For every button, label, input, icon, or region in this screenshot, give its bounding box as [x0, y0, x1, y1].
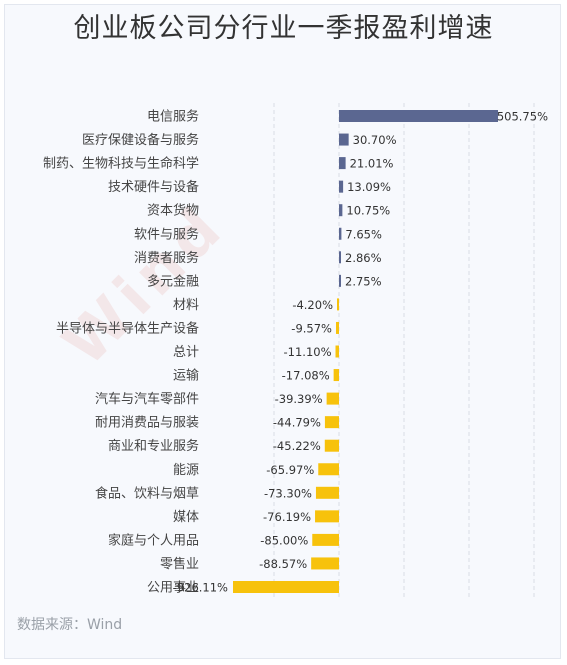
bar: [312, 533, 339, 546]
category-label: 家庭与个人用品: [108, 532, 199, 548]
bar: [326, 392, 339, 405]
bar: [333, 369, 339, 382]
category-label: 运输: [173, 368, 199, 384]
category-label: 多元金融: [147, 273, 199, 289]
category-label: 媒体: [173, 510, 199, 525]
value-label: -44.79%: [273, 416, 321, 430]
category-label: 软件与服务: [134, 226, 199, 242]
category-label: 零售业: [160, 556, 199, 572]
bar: [339, 133, 349, 146]
value-label: -45.22%: [273, 439, 321, 453]
value-label: 7.65%: [345, 227, 382, 241]
value-label: 21.01%: [350, 157, 394, 171]
category-label: 半导体与半导体生产设备: [56, 320, 199, 336]
bar: [337, 298, 339, 311]
bar: [324, 416, 339, 429]
category-label: 技术硬件与设备: [108, 179, 199, 195]
value-label: -39.39%: [275, 392, 323, 406]
value-label: -88.57%: [259, 557, 307, 571]
value-label: -4.20%: [292, 298, 333, 312]
value-label: 2.75%: [345, 274, 382, 288]
bar: [335, 345, 339, 358]
category-label: 电信服务: [147, 109, 199, 125]
bar: [311, 557, 339, 570]
category-label: 消费者服务: [134, 250, 199, 266]
category-label: 公用事业: [147, 581, 199, 596]
category-label: 耐用消费品与服装: [95, 416, 199, 431]
category-label: 汽车与汽车零部件: [95, 391, 199, 407]
source-note: 数据来源：Wind: [17, 617, 123, 633]
bar: [339, 227, 342, 240]
value-label: -11.10%: [284, 345, 332, 359]
category-label: 材料: [173, 298, 199, 313]
bar: [339, 157, 346, 170]
value-label: 2.86%: [345, 251, 382, 265]
bar: [339, 251, 341, 264]
bar: [339, 110, 499, 122]
value-label: -9.57%: [291, 321, 332, 335]
value-label: 30.70%: [353, 133, 397, 147]
bar: [335, 321, 339, 334]
bar: [315, 510, 339, 523]
bar: [233, 581, 339, 593]
category-label: 制药、生物科技与生命科学: [43, 156, 199, 172]
category-label: 医疗保健设备与服务: [82, 132, 199, 148]
value-label: 10.75%: [346, 204, 390, 218]
value-label: -17.08%: [282, 369, 330, 383]
value-label: -85.00%: [260, 533, 308, 547]
category-label: 商业和专业服务: [108, 438, 199, 454]
category-label: 资本货物: [147, 203, 199, 219]
category-label: 总计: [173, 345, 199, 360]
value-label: -73.30%: [264, 486, 312, 500]
value-label: -76.19%: [263, 510, 311, 524]
bar: [339, 180, 344, 193]
value-label: 505.75%: [497, 110, 548, 124]
value-label: 13.09%: [347, 180, 391, 194]
bar: [315, 486, 339, 499]
value-label: -65.97%: [266, 463, 314, 477]
bar: [324, 439, 339, 452]
bar: [339, 274, 341, 287]
bar: [339, 204, 343, 217]
category-label: 食品、饮料与烟草: [95, 485, 199, 501]
category-label: 能源: [173, 463, 199, 478]
bar: [318, 463, 339, 476]
value-label: -926.11%: [173, 581, 228, 595]
chart-title: 创业板公司分行业一季报盈利增速: [73, 13, 494, 44]
